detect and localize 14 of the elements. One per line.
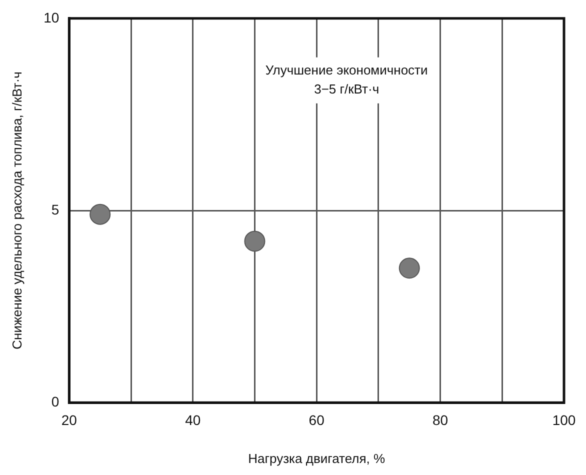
point (90, 204, 111, 225)
x-tick-label: 100 (552, 412, 576, 428)
x-axis-title: Нагрузка двигателя, % (248, 450, 386, 466)
annotation: Улучшение экономичности 3−5 г/кВт·ч (265, 62, 428, 96)
point (398, 258, 420, 279)
x-tick-label: 20 (61, 412, 78, 428)
y-tick-label: 10 (44, 9, 60, 26)
x-tick-label: 60 (308, 412, 325, 428)
y-tick-label: 0 (51, 393, 60, 410)
x-tick-label: 40 (185, 412, 201, 428)
y-axis-title: Снижение удельного расхода топлива, г/кВт·ч (9, 72, 24, 350)
point (244, 230, 266, 252)
x-tick-label: 80 (432, 412, 448, 428)
y-tick-label: 5 (51, 201, 60, 218)
